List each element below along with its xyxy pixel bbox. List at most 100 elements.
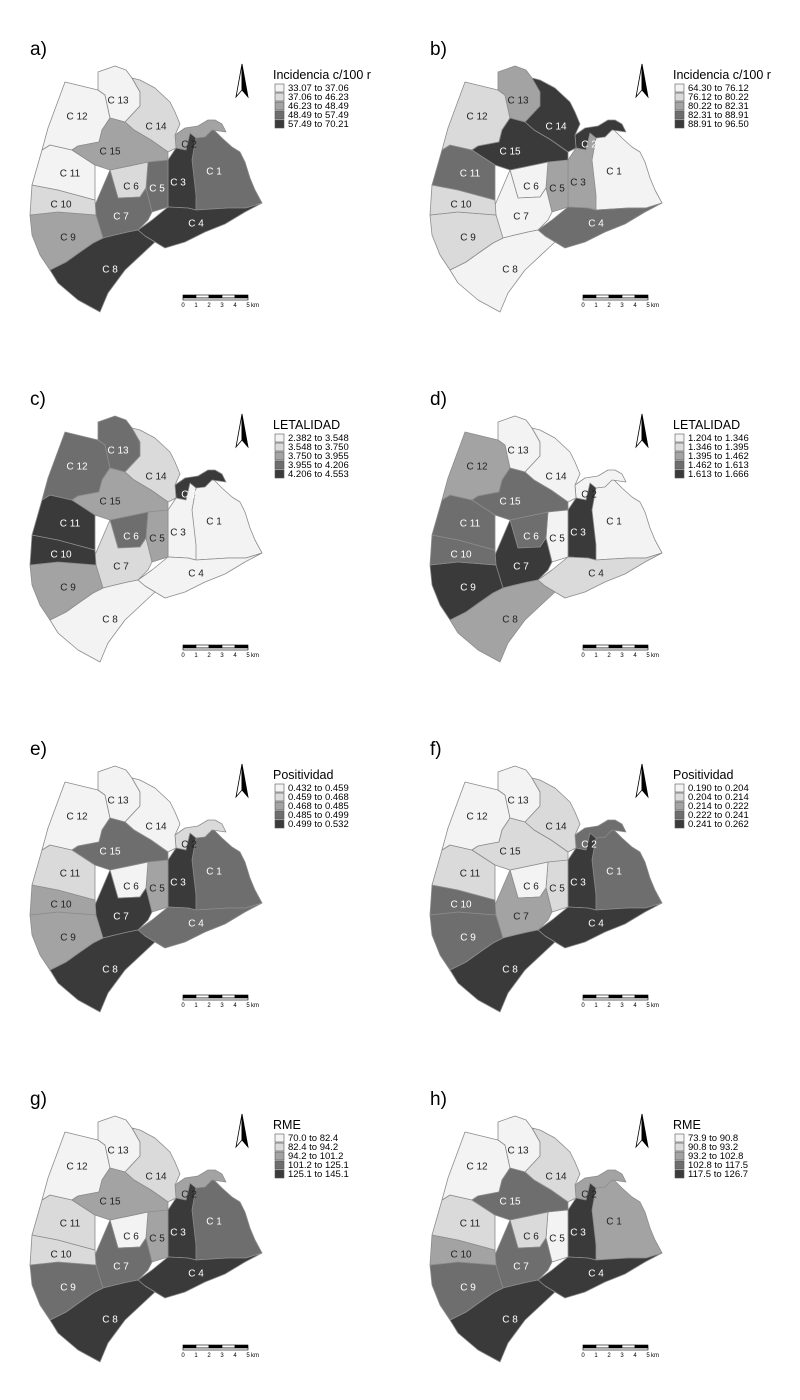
comuna-label: C 11 (460, 519, 481, 530)
legend-item: 33.07 to 37.06 (288, 83, 349, 94)
legend-title: Positividad (673, 768, 733, 782)
comuna-label: C 8 (502, 1315, 518, 1326)
comuna-label: C 4 (188, 1269, 204, 1280)
legend-swatch (274, 451, 285, 461)
scale-tick: 2 (607, 303, 611, 309)
comuna-label: C 9 (460, 583, 476, 594)
comuna-label: C 12 (466, 812, 488, 823)
scale-tick: 2 (207, 653, 211, 659)
legend-swatch (674, 1151, 685, 1161)
scale-tick: 1 (594, 653, 598, 659)
comuna-label: C 4 (188, 569, 204, 580)
comuna-label: C 12 (66, 812, 88, 823)
comuna-label: C 11 (460, 869, 481, 880)
comuna-label: C 14 (145, 822, 167, 833)
comuna-label: C 12 (66, 462, 88, 473)
comuna-label: C 7 (113, 562, 129, 573)
legend-item: 0.190 to 0.204 (688, 783, 749, 794)
scale-tick: 3 (620, 1353, 624, 1359)
comuna-14-area (524, 1127, 581, 1203)
comuna-label: C 8 (102, 265, 118, 276)
scale-tick: 0 (181, 1003, 185, 1009)
comunas-map: C 1 C 2 C 3 C 4 C 5 C 6 C 7 C 8 C 9 C 10 C 11 C 12 C… (29, 1115, 263, 1363)
scale-tick: 5 (246, 303, 250, 309)
comuna-label: C 1 (206, 517, 222, 528)
legend-swatch (274, 819, 285, 829)
north-arrow-icon (635, 763, 649, 799)
scale-tick: 3 (620, 653, 624, 659)
comuna-label: C 7 (513, 212, 529, 223)
scale-tick: 4 (233, 1353, 237, 1359)
comuna-label: C 6 (123, 1232, 139, 1243)
scale-tick: 2 (607, 1353, 611, 1359)
comuna-label: C 11 (60, 1219, 81, 1230)
legend-swatch (674, 460, 685, 470)
comuna-label: C 10 (50, 900, 72, 911)
comuna-label: C 7 (513, 562, 529, 573)
legend-swatch (674, 1142, 685, 1152)
panel-letter: d) (430, 389, 447, 410)
panel-letter: g) (30, 1089, 47, 1110)
comuna-label: C 7 (113, 1262, 129, 1273)
comuna-label: C 3 (570, 178, 586, 189)
comuna-label: C 13 (107, 1146, 129, 1157)
comuna-label: C 8 (502, 265, 518, 276)
scale-tick: 1 (194, 1353, 198, 1359)
legend-swatch (274, 110, 285, 120)
legend-swatch (674, 819, 685, 829)
legend-item: 0.204 to 0.214 (688, 792, 749, 803)
scale-tick: 4 (233, 653, 237, 659)
scale-tick: 5 (646, 303, 650, 309)
legend-item: 90.8 to 93.2 (688, 1142, 738, 1153)
legend-swatch (674, 810, 685, 820)
comuna-label: C 8 (502, 965, 518, 976)
legend-item: 48.49 to 57.49 (288, 110, 349, 121)
legend-item: 3.955 to 4.206 (288, 460, 349, 471)
legend-item: 0.468 to 0.485 (288, 801, 349, 812)
scale-bar: 0 1 2 3 4 5 km (181, 644, 259, 659)
legend-swatch (674, 433, 685, 443)
comuna-label: C 2 (181, 1190, 197, 1201)
comuna-label: C 13 (107, 446, 129, 457)
scale-tick: 0 (581, 1003, 585, 1009)
legend-title: LETALIDAD (673, 418, 740, 432)
comuna-label: C 4 (588, 919, 604, 930)
north-arrow-icon (635, 1113, 649, 1149)
comuna-label: C 13 (507, 1146, 529, 1157)
comuna-label: C 9 (460, 1283, 476, 1294)
map-panel: e)C 1C 2C 3C 4C 5C 6C 7C 8C 9C 10C 11C 1… (29, 739, 349, 1013)
comuna-label: C 15 (99, 1197, 121, 1208)
scale-bar: 0 1 2 3 4 5 km (581, 294, 659, 309)
legend-swatch (274, 1133, 285, 1143)
comuna-label: C 14 (145, 122, 167, 133)
legend-swatch (274, 442, 285, 452)
legend-item: 88.91 to 96.50 (688, 119, 749, 130)
legend-swatch (274, 433, 285, 443)
legend-item: 57.49 to 70.21 (288, 119, 349, 130)
comuna-label: C 6 (123, 182, 139, 193)
legend-item: 0.459 to 0.468 (288, 792, 349, 803)
scale-tick: 1 (194, 653, 198, 659)
comuna-4-area (537, 902, 663, 949)
comuna-label: C 11 (60, 869, 81, 880)
comunas-map: C 1 C 2 C 3 C 4 C 5 C 6 C 7 C 8 C 9 C 10 C 11 C 12 C… (29, 415, 263, 663)
scale-bar: 0 1 2 3 4 5 km (181, 994, 259, 1009)
panel-letter: c) (30, 389, 46, 410)
legend-swatch (674, 92, 685, 102)
map-panel: f)C 1C 2C 3C 4C 5C 6C 7C 8C 9C 10C 11C 1… (429, 739, 749, 1013)
comuna-15-area (471, 817, 569, 871)
north-arrow-icon (235, 763, 249, 799)
comuna-label: C 8 (502, 615, 518, 626)
scale-bar: 0 1 2 3 4 5 km (581, 1344, 659, 1359)
comuna-label: C 4 (588, 1269, 604, 1280)
panel-letter: e) (30, 739, 47, 760)
scale-tick: 4 (633, 303, 637, 309)
legend-item: 1.346 to 1.395 (688, 442, 749, 453)
comuna-label: C 5 (149, 1234, 165, 1245)
